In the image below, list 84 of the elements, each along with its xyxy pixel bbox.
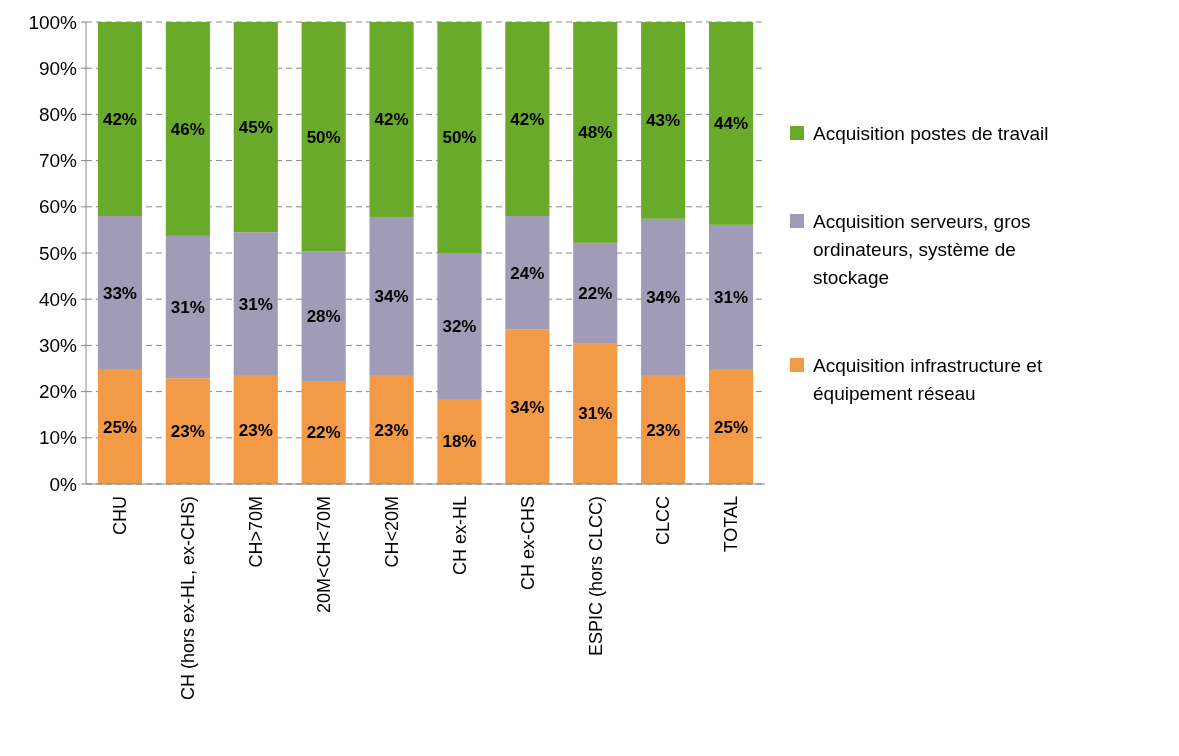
y-tick-label: 0% (49, 473, 78, 495)
data-label: 31% (170, 298, 205, 317)
data-label: 23% (170, 422, 205, 442)
bar (369, 216, 414, 376)
bar (708, 224, 754, 370)
bar (437, 253, 482, 399)
data-label: 28% (306, 307, 341, 327)
bar (233, 375, 278, 484)
bar (233, 22, 278, 233)
y-tick-label: 60% (38, 196, 78, 218)
x-tick-label: CH<20M (381, 496, 402, 568)
data-label: 23% (374, 420, 409, 440)
bar (641, 375, 686, 484)
y-tick-label: 90% (38, 57, 78, 79)
data-label: 23% (238, 420, 273, 440)
y-tick-label: 50% (38, 242, 78, 264)
data-label: 31% (714, 288, 749, 308)
bar (301, 380, 346, 484)
bar (97, 216, 143, 370)
legend-label: Acquisition infrastructure et équipement réseau (813, 354, 1043, 404)
data-label: 32% (442, 316, 477, 336)
bar (301, 22, 346, 252)
data-label: 46% (170, 119, 205, 139)
y-tick-label: 20% (38, 381, 78, 403)
bar (233, 232, 278, 376)
x-tick-label: CH ex-CHS (517, 496, 538, 591)
data-label: 48% (578, 123, 613, 143)
x-tick-label: TOTAL (721, 496, 742, 553)
x-tick-label: CHU (110, 496, 131, 535)
data-label: 22% (578, 283, 613, 303)
data-label: 42% (510, 109, 545, 129)
bar (708, 369, 754, 484)
bar (369, 22, 414, 217)
data-label: 24% (510, 263, 545, 283)
y-tick-label: 40% (38, 288, 78, 310)
bar (165, 378, 210, 484)
data-label: 22% (306, 423, 341, 443)
legend-label: Acquisition postes de travail (813, 122, 1049, 144)
data-label: 50% (306, 127, 341, 147)
data-label: 23% (646, 420, 681, 440)
data-label: 25% (102, 417, 137, 437)
bar (437, 398, 482, 484)
y-tick-label: 70% (38, 150, 78, 172)
data-label: 43% (646, 111, 681, 131)
bar (573, 242, 618, 344)
bar (505, 216, 550, 330)
data-label: 42% (374, 110, 409, 130)
bar (369, 375, 414, 484)
x-tick-label: CH>70M (246, 496, 267, 568)
bar (165, 235, 210, 379)
bar (97, 22, 143, 217)
data-label: 31% (238, 295, 273, 314)
data-label: 18% (442, 432, 477, 452)
bar (165, 22, 210, 236)
bar (573, 343, 618, 484)
x-tick-label: 20M<CH<70M (313, 496, 334, 614)
data-label: 42% (102, 109, 137, 129)
y-tick-label: 30% (38, 335, 78, 357)
data-label: 34% (646, 288, 681, 308)
x-tick-label: CH ex-HL (449, 496, 470, 576)
bar (301, 251, 346, 381)
bar (641, 218, 686, 376)
x-tick-label: CH (hors ex-HL, ex-CHS) (178, 496, 199, 701)
bar (505, 329, 550, 484)
bar (437, 22, 482, 253)
data-label: 33% (102, 283, 137, 303)
data-label: 34% (510, 397, 545, 417)
bar (97, 369, 143, 484)
x-tick-label: CLCC (653, 496, 674, 546)
data-label: 45% (238, 118, 273, 138)
bar (708, 22, 754, 225)
y-tick-label: 100% (28, 11, 78, 33)
data-label: 34% (374, 287, 409, 307)
y-tick-label: 10% (38, 427, 78, 449)
y-tick-label: 80% (38, 104, 78, 126)
data-label: 50% (442, 128, 477, 148)
data-label: 31% (578, 404, 613, 424)
x-tick-label: ESPIC (hors CLCC) (585, 496, 606, 657)
data-label: 44% (714, 114, 749, 134)
bar (573, 22, 618, 243)
bar (641, 22, 686, 219)
data-label: 25% (714, 417, 749, 437)
bar (505, 22, 550, 217)
legend-label: Acquisition serveurs, gros ordinateurs, système de stockage (813, 210, 1031, 288)
